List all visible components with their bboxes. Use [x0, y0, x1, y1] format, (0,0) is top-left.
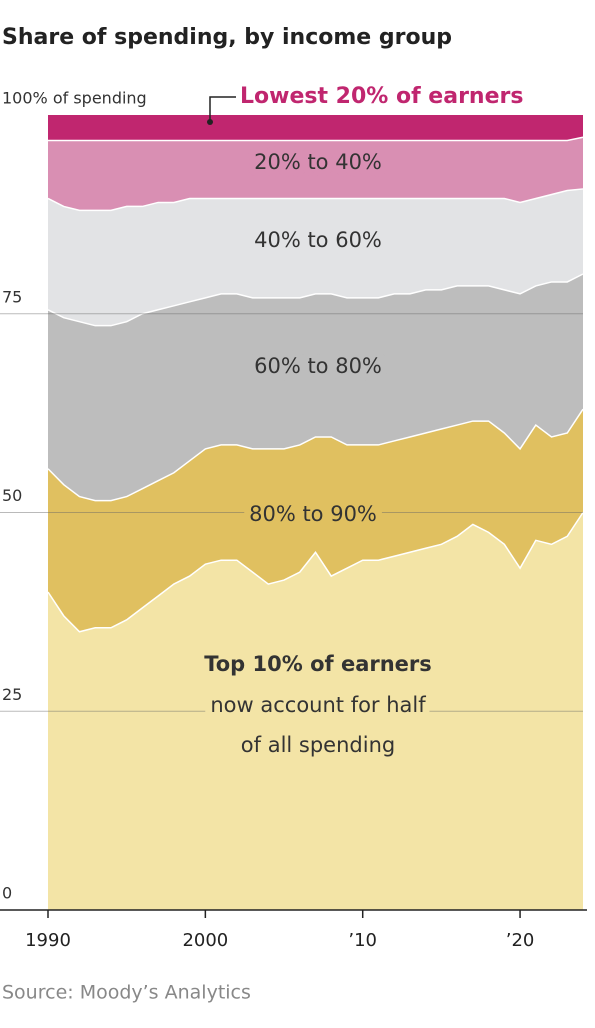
area-edge [47, 188, 584, 212]
y-tick-label: 75 [2, 287, 22, 306]
area-edge [47, 273, 584, 327]
area-edge [48, 136, 584, 142]
area [48, 137, 583, 211]
area-edge [47, 512, 584, 633]
area [48, 512, 583, 910]
leader-line [209, 96, 236, 121]
area [48, 409, 583, 632]
x-tick-label: 2000 [182, 930, 228, 951]
series-label: 80% to 90% [249, 502, 377, 526]
area-edge [47, 408, 584, 502]
area [48, 188, 583, 326]
series-label: 40% to 60% [254, 228, 382, 252]
y-tick-label: 50 [2, 486, 22, 505]
area [48, 274, 583, 501]
series-label: 60% to 80% [254, 354, 382, 378]
chart-title: Share of spending, by income group [2, 25, 452, 50]
source: Source: Moody’s Analytics [2, 982, 251, 1004]
annotation: now account for half [210, 693, 426, 717]
y-tick-label: 100% of spending [2, 89, 147, 108]
annotation: of all spending [241, 733, 395, 757]
y-tick-label: 0 [2, 884, 12, 903]
x-tick-label: 1990 [25, 930, 71, 951]
leader-dot [207, 119, 213, 125]
series-label: 20% to 40% [254, 150, 382, 174]
y-tick-label: 25 [2, 685, 22, 704]
x-tick-label: ’20 [506, 930, 535, 951]
series-label: Top 10% of earners [204, 652, 432, 676]
area [48, 115, 583, 141]
x-tick-label: ’10 [348, 930, 377, 951]
series-label: Lowest 20% of earners [240, 84, 523, 109]
